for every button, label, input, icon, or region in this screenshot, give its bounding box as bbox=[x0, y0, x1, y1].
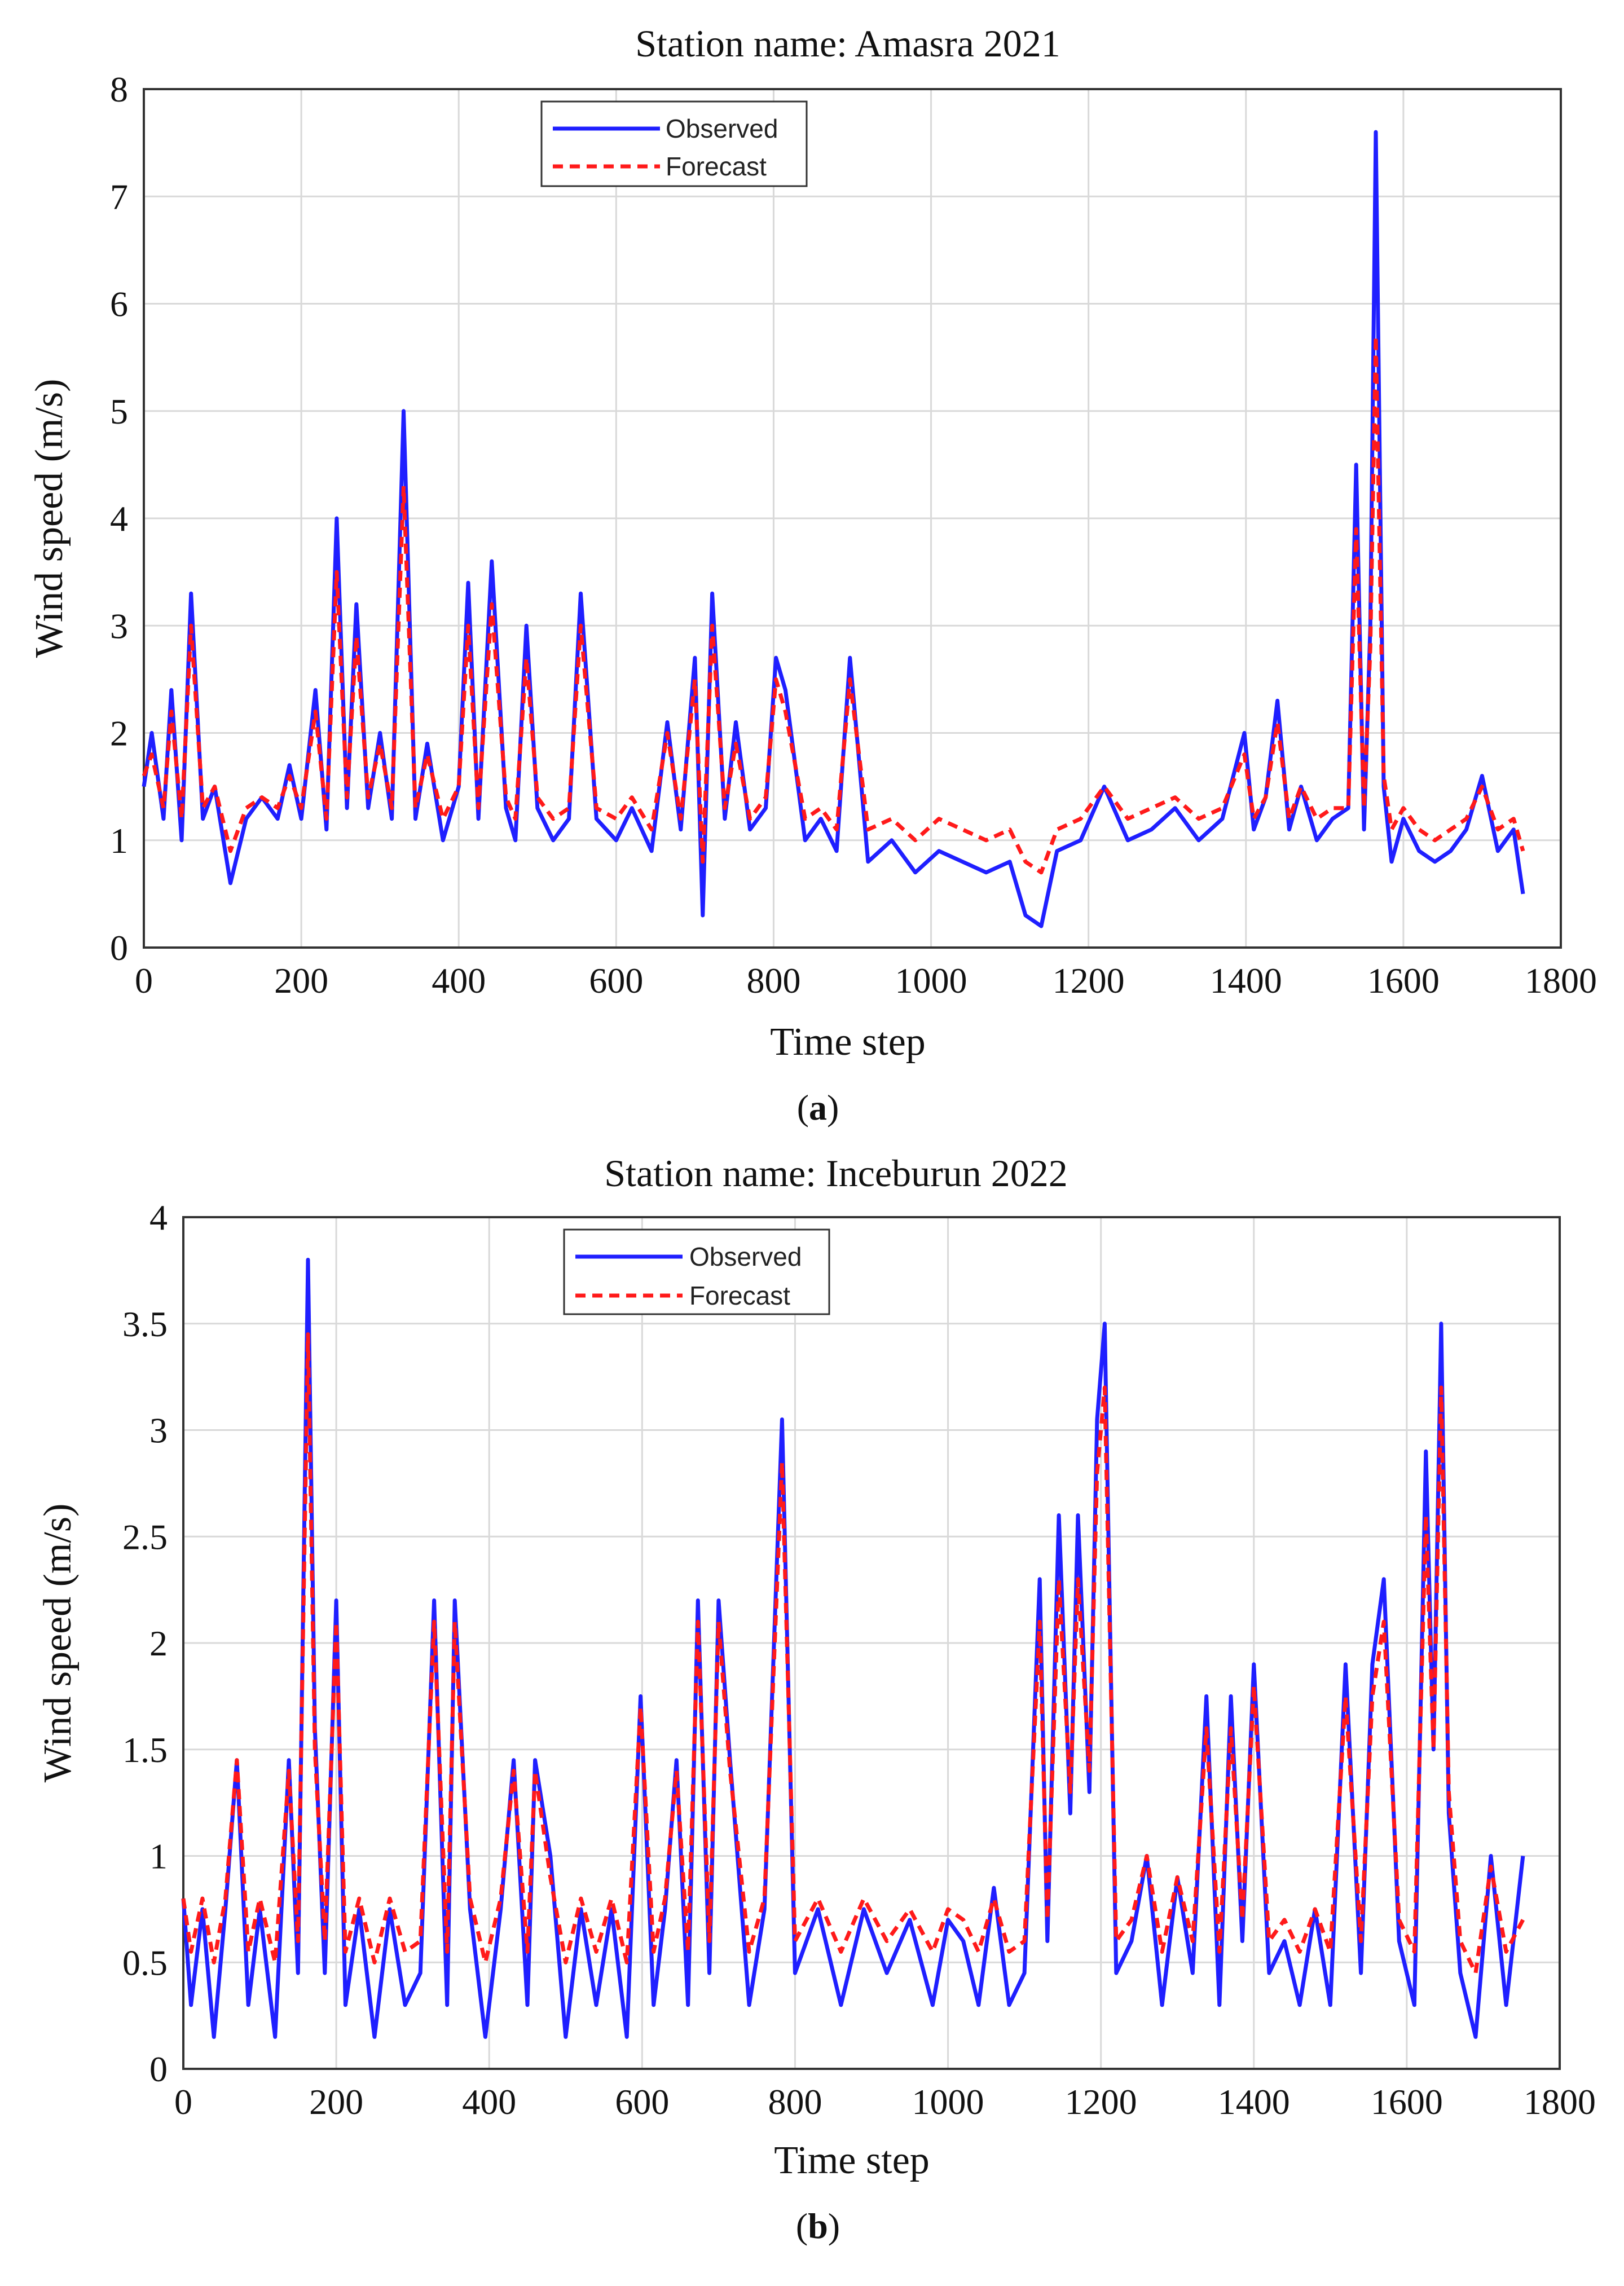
x-tick-label: 200 bbox=[309, 2082, 363, 2122]
x-tick-label: 0 bbox=[174, 2082, 192, 2122]
chart-title: Station name: Amasra 2021 bbox=[635, 22, 1060, 65]
panel-a: Station name: Amasra 2021 0 200 400 600 800 1… bbox=[28, 22, 1597, 1127]
x-tick-label: 400 bbox=[432, 961, 486, 1001]
y-tick-label: 2 bbox=[149, 1623, 168, 1663]
y-tick-label: 7 bbox=[110, 177, 128, 217]
y-tick-label: 1 bbox=[110, 821, 128, 861]
x-tick-label: 0 bbox=[135, 961, 153, 1001]
x-tick-label: 800 bbox=[746, 961, 800, 1001]
y-tick-label: 0.5 bbox=[122, 1943, 168, 1983]
x-tick-label: 200 bbox=[274, 961, 328, 1001]
grid bbox=[182, 1216, 1561, 2070]
y-tick-label: 5 bbox=[110, 391, 128, 431]
y-tick-label: 4 bbox=[149, 1197, 168, 1237]
x-tick-label: 1400 bbox=[1210, 961, 1282, 1001]
legend: Observed Forecast bbox=[563, 1228, 830, 1315]
panel-b: Station name: Inceburun 2022 0 200 400 600 8… bbox=[36, 1152, 1596, 2246]
y-tick-label: 3 bbox=[110, 606, 128, 646]
y-tick-label: 4 bbox=[110, 499, 128, 539]
x-tick-label: 1000 bbox=[912, 2082, 984, 2122]
ticks: 0 200 400 600 800 1000 1200 1400 1600 1800 0 0.5 1 1.… bbox=[122, 1197, 1596, 2122]
series-line-forecast bbox=[142, 334, 1525, 875]
plot-area bbox=[182, 1216, 1561, 2070]
legend-forecast-label: Forecast bbox=[689, 1281, 790, 1310]
y-tick-label: 0 bbox=[149, 2049, 168, 2089]
x-tick-label: 1800 bbox=[1524, 2082, 1596, 2122]
y-axis-label: Wind speed (m/s) bbox=[28, 379, 71, 658]
series-line-observed bbox=[142, 130, 1525, 928]
legend-box bbox=[540, 100, 808, 187]
y-tick-label: 1 bbox=[149, 1836, 168, 1877]
legend-observed-label: Observed bbox=[689, 1242, 802, 1271]
panel-caption-letter: a bbox=[809, 1087, 827, 1127]
panel-caption-letter: b bbox=[808, 2206, 828, 2246]
x-tick-label: 1600 bbox=[1371, 2082, 1443, 2122]
y-tick-label: 2 bbox=[110, 713, 128, 754]
chart-title: Station name: Inceburun 2022 bbox=[604, 1152, 1067, 1195]
x-tick-label: 1400 bbox=[1218, 2082, 1290, 2122]
grid bbox=[143, 88, 1562, 949]
series bbox=[181, 1258, 1525, 2039]
x-axis-label: Time step bbox=[774, 2139, 930, 2182]
x-tick-label: 400 bbox=[462, 2082, 516, 2122]
y-tick-label: 8 bbox=[110, 69, 128, 109]
x-tick-label: 1200 bbox=[1065, 2082, 1137, 2122]
x-axis-label: Time step bbox=[770, 1020, 926, 1064]
series-line-forecast bbox=[181, 1332, 1525, 1975]
y-axis-label: Wind speed (m/s) bbox=[36, 1504, 80, 1783]
x-tick-label: 1200 bbox=[1053, 961, 1125, 1001]
x-tick-label: 1600 bbox=[1367, 961, 1440, 1001]
x-tick-label: 600 bbox=[589, 961, 643, 1001]
legend: Observed Forecast bbox=[540, 100, 808, 187]
y-tick-label: 1.5 bbox=[122, 1730, 168, 1770]
y-tick-label: 3.5 bbox=[122, 1304, 168, 1344]
x-tick-label: 800 bbox=[768, 2082, 822, 2122]
legend-observed-label: Observed bbox=[666, 114, 778, 143]
legend-forecast-label: Forecast bbox=[666, 152, 767, 181]
x-tick-label: 1800 bbox=[1525, 961, 1597, 1001]
plot-area bbox=[143, 88, 1562, 949]
y-tick-label: 6 bbox=[110, 284, 128, 324]
panel-caption: (b) bbox=[796, 2206, 840, 2246]
ticks: 0 200 400 600 800 1000 1200 1400 1600 1800 0 1 2 3 4 5 6… bbox=[110, 69, 1597, 1001]
y-tick-label: 2.5 bbox=[122, 1517, 168, 1557]
y-tick-label: 3 bbox=[149, 1411, 168, 1451]
series-line-observed bbox=[181, 1258, 1525, 2039]
y-tick-label: 0 bbox=[110, 928, 128, 968]
x-tick-label: 600 bbox=[615, 2082, 669, 2122]
series bbox=[142, 130, 1525, 928]
x-tick-label: 1000 bbox=[895, 961, 967, 1001]
legend-box bbox=[563, 1228, 830, 1315]
panel-caption: (a) bbox=[797, 1087, 839, 1127]
